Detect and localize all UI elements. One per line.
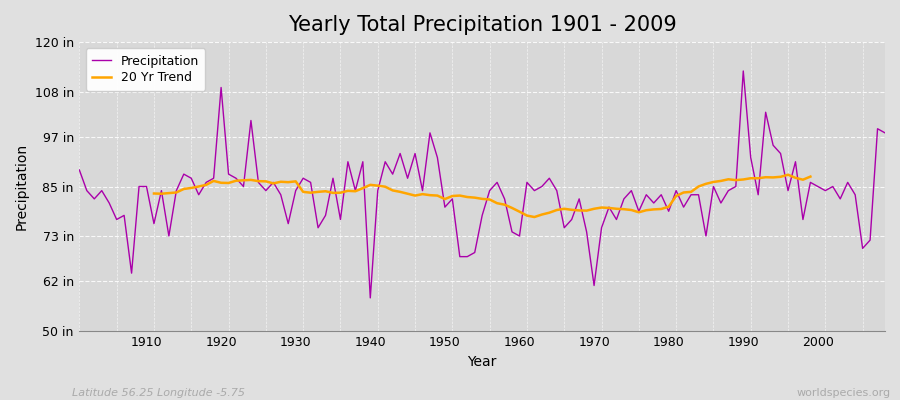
Line: Precipitation: Precipitation — [79, 71, 885, 298]
Precipitation — [364, 296, 375, 300]
Precipitation — [514, 234, 525, 238]
20 Yr Trend — [230, 178, 241, 183]
Text: Latitude 56.25 Longitude -5.75: Latitude 56.25 Longitude -5.75 — [72, 388, 245, 398]
Y-axis label: Precipitation: Precipitation — [15, 143, 29, 230]
X-axis label: Year: Year — [467, 355, 497, 369]
20 Yr Trend — [216, 180, 227, 185]
Precipitation — [879, 130, 890, 135]
Precipitation — [611, 217, 622, 222]
20 Yr Trend — [738, 177, 749, 182]
Title: Yearly Total Precipitation 1901 - 2009: Yearly Total Precipitation 1901 - 2009 — [288, 15, 677, 35]
Precipitation — [74, 168, 85, 172]
Precipitation — [738, 68, 749, 73]
20 Yr Trend — [484, 197, 495, 202]
20 Yr Trend — [283, 180, 293, 184]
Precipitation — [133, 184, 144, 189]
Precipitation — [521, 180, 532, 185]
20 Yr Trend — [148, 191, 159, 196]
20 Yr Trend — [402, 191, 413, 196]
20 Yr Trend — [783, 172, 794, 177]
Text: worldspecies.org: worldspecies.org — [796, 388, 891, 398]
Line: 20 Yr Trend: 20 Yr Trend — [154, 175, 810, 217]
20 Yr Trend — [529, 215, 540, 220]
Precipitation — [343, 159, 354, 164]
20 Yr Trend — [805, 174, 815, 179]
Legend: Precipitation, 20 Yr Trend: Precipitation, 20 Yr Trend — [86, 48, 205, 91]
Precipitation — [298, 176, 309, 181]
